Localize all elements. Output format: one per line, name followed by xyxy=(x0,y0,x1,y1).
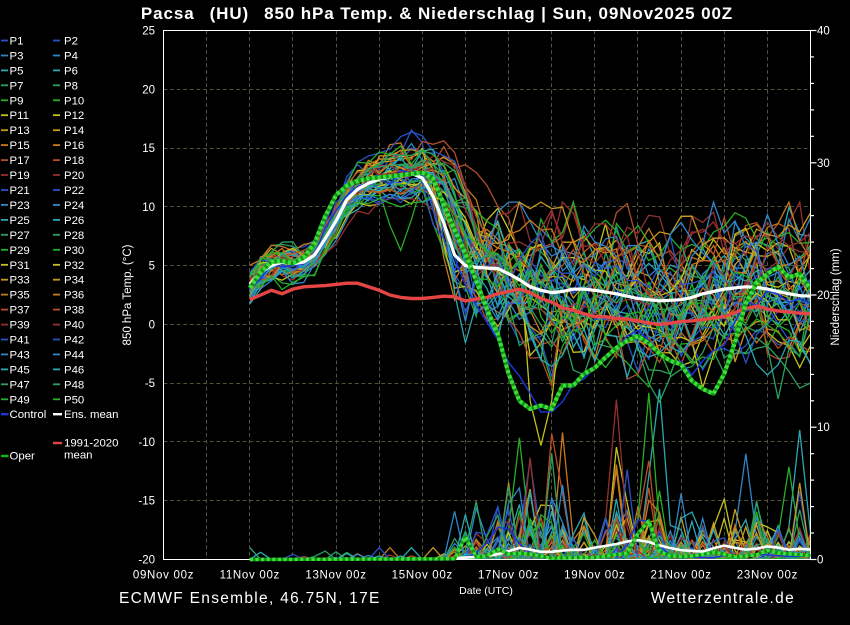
svg-text:P15: P15 xyxy=(10,140,30,152)
svg-text:Wetterzentrale.de: Wetterzentrale.de xyxy=(651,590,795,607)
svg-text:P7: P7 xyxy=(10,80,24,92)
svg-text:P33: P33 xyxy=(10,275,30,287)
svg-text:P37: P37 xyxy=(10,305,30,317)
svg-text:P49: P49 xyxy=(10,394,30,406)
svg-text:P39: P39 xyxy=(10,320,30,332)
svg-text:P17: P17 xyxy=(10,155,30,167)
svg-text:10: 10 xyxy=(142,202,155,214)
svg-text:mean: mean xyxy=(64,450,93,462)
svg-text:P29: P29 xyxy=(10,245,30,257)
svg-text:P20: P20 xyxy=(64,170,84,182)
svg-text:P24: P24 xyxy=(64,200,84,212)
svg-text:20: 20 xyxy=(817,290,830,302)
svg-text:P8: P8 xyxy=(64,80,78,92)
svg-text:P22: P22 xyxy=(64,185,84,197)
svg-text:P40: P40 xyxy=(64,320,84,332)
svg-text:19Nov 00z: 19Nov 00z xyxy=(564,570,625,582)
svg-text:P45: P45 xyxy=(10,364,30,376)
svg-text:Niederschlag (mm): Niederschlag (mm) xyxy=(830,248,842,345)
svg-text:-20: -20 xyxy=(138,555,155,567)
svg-text:10: 10 xyxy=(817,422,830,434)
svg-text:-10: -10 xyxy=(138,437,155,449)
svg-text:850 hPa Temp. (°C): 850 hPa Temp. (°C) xyxy=(122,244,134,345)
svg-text:Date (UTC): Date (UTC) xyxy=(459,585,513,597)
svg-text:0: 0 xyxy=(817,555,823,567)
svg-text:-5: -5 xyxy=(145,378,155,390)
svg-text:P12: P12 xyxy=(64,110,84,122)
svg-text:1991-2020: 1991-2020 xyxy=(64,438,118,450)
svg-text:P48: P48 xyxy=(64,379,84,391)
svg-text:P30: P30 xyxy=(64,245,84,257)
svg-text:Oper: Oper xyxy=(10,451,36,463)
svg-text:P19: P19 xyxy=(10,170,30,182)
svg-text:21Nov 00z: 21Nov 00z xyxy=(650,570,711,582)
svg-text:30: 30 xyxy=(817,158,830,170)
svg-text:P43: P43 xyxy=(10,349,30,361)
svg-text:P32: P32 xyxy=(64,260,84,272)
svg-text:ECMWF Ensemble, 46.75N, 17E: ECMWF Ensemble, 46.75N, 17E xyxy=(119,590,381,607)
svg-text:11Nov 00z: 11Nov 00z xyxy=(220,570,280,582)
svg-text:P3: P3 xyxy=(10,51,24,63)
svg-text:P41: P41 xyxy=(10,335,30,347)
svg-text:-15: -15 xyxy=(138,496,155,508)
svg-text:17Nov 00z: 17Nov 00z xyxy=(478,570,539,582)
svg-text:P16: P16 xyxy=(64,140,84,152)
svg-text:13Nov 00z: 13Nov 00z xyxy=(305,570,366,582)
svg-text:P27: P27 xyxy=(10,230,30,242)
svg-text:P9: P9 xyxy=(10,95,24,107)
svg-text:P42: P42 xyxy=(64,335,84,347)
svg-text:P2: P2 xyxy=(64,36,78,48)
svg-text:P35: P35 xyxy=(10,290,30,302)
svg-text:P13: P13 xyxy=(10,125,30,137)
svg-text:P34: P34 xyxy=(64,275,84,287)
svg-text:15Nov 00z: 15Nov 00z xyxy=(392,570,453,582)
svg-text:P46: P46 xyxy=(64,364,84,376)
svg-text:Ens. mean: Ens. mean xyxy=(64,409,118,421)
svg-text:P21: P21 xyxy=(10,185,30,197)
svg-text:P38: P38 xyxy=(64,305,84,317)
svg-text:P5: P5 xyxy=(10,65,24,77)
svg-text:P6: P6 xyxy=(64,65,78,77)
svg-text:P25: P25 xyxy=(10,215,30,227)
svg-text:Pacsa (HU) 850 hPa Temp. & N: Pacsa (HU) 850 hPa Temp. & Niederschlag … xyxy=(141,4,733,23)
svg-text:P11: P11 xyxy=(10,110,29,122)
svg-text:P44: P44 xyxy=(64,349,84,361)
svg-text:P36: P36 xyxy=(64,290,84,302)
svg-text:15: 15 xyxy=(142,143,155,155)
svg-text:25: 25 xyxy=(142,26,155,38)
svg-text:P26: P26 xyxy=(64,215,84,227)
svg-text:P31: P31 xyxy=(10,260,30,272)
svg-text:0: 0 xyxy=(149,319,155,331)
svg-text:P4: P4 xyxy=(64,51,78,63)
svg-text:P23: P23 xyxy=(10,200,30,212)
svg-text:P28: P28 xyxy=(64,230,84,242)
svg-text:P10: P10 xyxy=(64,95,84,107)
svg-text:23Nov 00z: 23Nov 00z xyxy=(737,570,798,582)
svg-text:P50: P50 xyxy=(64,394,84,406)
svg-text:Control: Control xyxy=(10,409,47,421)
svg-text:P18: P18 xyxy=(64,155,84,167)
svg-text:P47: P47 xyxy=(10,379,30,391)
svg-text:09Nov 00z: 09Nov 00z xyxy=(133,570,194,582)
svg-text:P14: P14 xyxy=(64,125,84,137)
svg-text:P1: P1 xyxy=(10,36,24,48)
svg-text:5: 5 xyxy=(149,261,155,273)
svg-text:40: 40 xyxy=(817,26,830,38)
svg-text:20: 20 xyxy=(142,84,155,96)
